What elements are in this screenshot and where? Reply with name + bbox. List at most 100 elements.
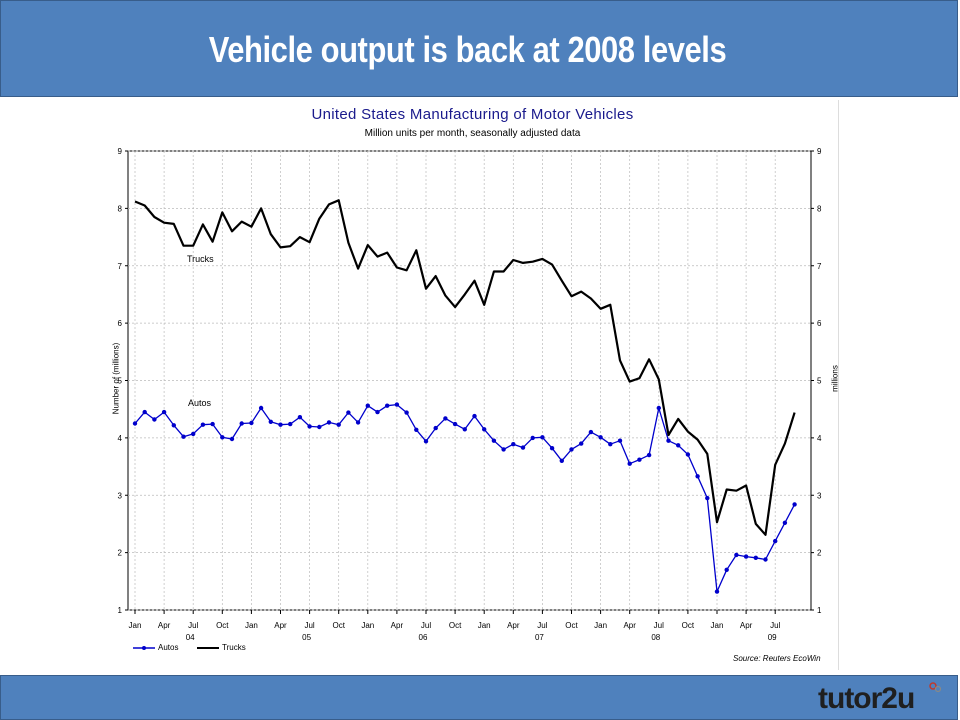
point-autos-47 — [588, 429, 594, 435]
point-autos-59 — [705, 495, 710, 501]
y-tick-label-right-2: 3 — [817, 491, 822, 500]
point-autos-28 — [404, 410, 409, 415]
point-autos-35 — [472, 413, 477, 419]
x-tick-label-21: Apr — [740, 621, 753, 630]
point-autos-4 — [171, 423, 176, 428]
y-tick-label-left-0: 1 — [118, 606, 123, 615]
point-autos-3 — [161, 409, 167, 415]
point-autos-33 — [452, 421, 458, 427]
series-line-trucks — [134, 199, 796, 536]
x-tick-label-10: Jul — [421, 621, 431, 630]
x-tick-label-14: Jul — [537, 621, 547, 630]
point-autos-0 — [132, 421, 138, 426]
point-autos-41 — [530, 435, 535, 441]
x-tick-label-9: Apr — [391, 621, 404, 630]
y-tick-label-right-7: 8 — [817, 204, 822, 213]
point-autos-16 — [288, 421, 293, 427]
point-autos-20 — [326, 420, 332, 425]
point-autos-10 — [229, 436, 235, 442]
x-tick-label-18: Jul — [654, 621, 664, 630]
point-autos-48 — [598, 435, 603, 440]
point-autos-25 — [375, 409, 380, 415]
point-autos-36 — [482, 427, 487, 432]
x-tick-label-19: Oct — [682, 621, 695, 630]
x-tick-label-22: Jul — [770, 621, 780, 630]
chart-subtitle: Million units per month, seasonally adju… — [364, 128, 581, 139]
y-tick-label-right-0: 1 — [817, 606, 822, 615]
series-line-autos — [134, 403, 796, 593]
point-autos-18 — [307, 424, 312, 429]
point-autos-6 — [191, 431, 196, 437]
tutor2u-logo: tutor2u — [818, 682, 942, 716]
y-tick-label-left-7: 8 — [118, 204, 123, 213]
x-tick-label-16: Jan — [594, 621, 607, 630]
point-autos-61 — [724, 567, 729, 572]
legend-label-autos: Autos — [158, 643, 179, 652]
point-autos-26 — [385, 403, 390, 408]
point-autos-37 — [491, 438, 497, 443]
point-autos-15 — [278, 422, 283, 427]
point-autos-11 — [239, 421, 244, 426]
point-autos-24 — [365, 403, 370, 408]
point-autos-21 — [336, 422, 341, 427]
x-tick-label-20: Jan — [711, 621, 724, 630]
chart-title: United States Manufacturing of Motor Veh… — [311, 106, 634, 123]
logo-mark-icon — [929, 682, 942, 693]
point-autos-62 — [734, 552, 739, 558]
point-autos-29 — [414, 427, 419, 432]
point-autos-50 — [617, 438, 623, 443]
x-tick-label-7: Oct — [332, 621, 345, 630]
y-tick-label-left-6: 7 — [118, 262, 123, 271]
point-autos-5 — [181, 434, 186, 439]
y-tick-label-left-3: 4 — [118, 434, 123, 443]
point-autos-12 — [249, 420, 254, 426]
x-tick-label-0: Jan — [129, 621, 142, 630]
y-axis-label-left: Number of (millions) — [111, 342, 121, 415]
legend-label-trucks: Trucks — [222, 643, 246, 652]
point-autos-19 — [317, 424, 322, 430]
y-tick-label-right-8: 9 — [817, 147, 822, 156]
x-tick-label-15: Oct — [565, 621, 578, 630]
chart-panel: 1 1 2 2 3 3 4 4 5 5 6 6 7 7 8 8 9 9 Jan Apr Jul Oct Jan Apr Jul O… — [107, 100, 839, 670]
source-note: Source: Reuters EcoWin — [733, 654, 821, 663]
point-autos-66 — [773, 538, 778, 544]
point-autos-52 — [637, 457, 642, 462]
point-autos-38 — [501, 447, 506, 452]
header-bar — [0, 0, 958, 97]
y-tick-label-right-3: 4 — [817, 434, 822, 443]
x-tick-label-17: Apr — [623, 621, 636, 630]
slide-title: Vehicle output is back at 2008 levels — [208, 29, 727, 70]
point-autos-55 — [666, 438, 671, 443]
point-autos-49 — [608, 442, 613, 447]
point-autos-1 — [142, 409, 147, 415]
annotation-trucks: Trucks — [187, 254, 214, 264]
point-autos-58 — [695, 474, 700, 479]
point-autos-43 — [549, 446, 555, 451]
point-autos-31 — [433, 425, 438, 431]
point-autos-51 — [627, 461, 632, 466]
point-autos-39 — [511, 442, 516, 447]
point-autos-13 — [258, 405, 264, 411]
point-autos-54 — [656, 405, 661, 411]
y-tick-label-left-2: 3 — [118, 491, 123, 500]
point-autos-7 — [200, 422, 206, 427]
y-tick-label-right-4: 5 — [817, 377, 822, 386]
y-tick-label-left-1: 2 — [118, 549, 123, 558]
point-autos-30 — [423, 439, 429, 444]
chart-plot: 1 1 2 2 3 3 4 4 5 5 6 6 7 7 8 8 9 9 Jan Apr Jul Oct Jan Apr Jul O… — [118, 147, 822, 642]
y-tick-label-left-8: 9 — [118, 147, 123, 156]
y-axis-label-right: millions — [830, 365, 840, 392]
y-tick-label-left-4: 5 — [118, 377, 123, 386]
x-tick-label-3: Oct — [216, 621, 229, 630]
x-tick-label-13: Apr — [507, 621, 520, 630]
footer-bar — [0, 675, 958, 720]
x-tick-label-4: Jan — [245, 621, 258, 630]
logo-text: tutor2u — [818, 682, 915, 715]
point-autos-22 — [346, 410, 351, 415]
point-autos-34 — [462, 427, 467, 432]
point-autos-44 — [559, 458, 564, 463]
point-autos-42 — [540, 435, 545, 440]
year-label-2: 06 — [419, 633, 428, 642]
point-autos-64 — [753, 555, 758, 560]
y-tick-label-right-5: 6 — [817, 319, 822, 328]
